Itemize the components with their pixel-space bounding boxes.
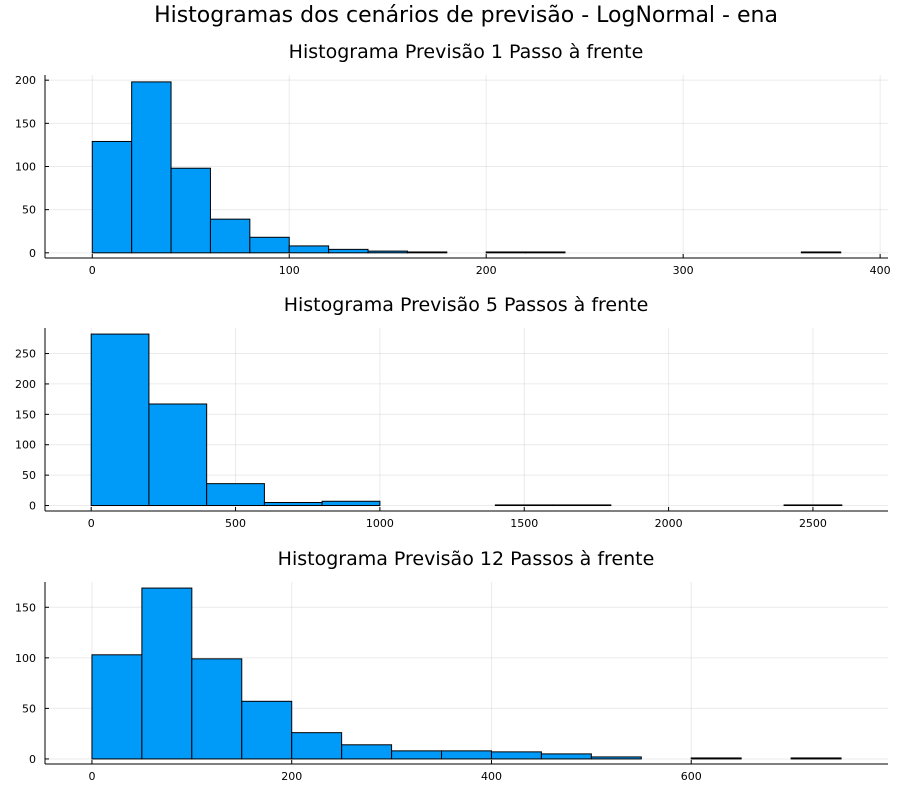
histogram-bar xyxy=(141,587,193,760)
histogram-bar xyxy=(288,245,330,254)
histogram-bar xyxy=(341,744,393,760)
y-tick-label: 0 xyxy=(29,753,36,766)
x-tick-label: 0 xyxy=(89,264,96,277)
x-tick-label: 500 xyxy=(225,517,246,530)
histogram-bar xyxy=(590,756,642,760)
axes xyxy=(44,75,888,259)
y-tick-label: 150 xyxy=(15,408,36,421)
axes xyxy=(44,582,888,765)
y-tick-label: 200 xyxy=(15,74,36,87)
tick-labels: 0 500 1000 1500 2000 2500 0 50 100 150 200 250 xyxy=(15,348,827,530)
histogram-bar xyxy=(525,251,566,254)
y-tick-label: 250 xyxy=(15,348,36,361)
histogram-bar xyxy=(690,757,742,760)
histogram-bar xyxy=(328,248,369,254)
histogram-bar xyxy=(490,751,542,760)
histogram-bars xyxy=(91,81,842,254)
histogram-panel-12-steps: Histograma Previsão 12 Passos à frente 0… xyxy=(15,548,888,783)
y-tick-label: 0 xyxy=(29,500,36,513)
tick-labels: 0 100 200 300 400 0 50 100 150 200 xyxy=(15,74,891,277)
histogram-bar xyxy=(91,654,143,760)
histogram-bar xyxy=(291,732,343,760)
y-tick-label: 200 xyxy=(15,378,36,391)
panel-title-5-steps: Histograma Previsão 5 Passos à frente xyxy=(284,294,649,316)
histogram-panel-5-steps: Histograma Previsão 5 Passos à frente 0 5… xyxy=(15,294,888,530)
histogram-bar xyxy=(170,167,211,254)
x-tick-label: 1500 xyxy=(510,517,538,530)
y-tick-label: 50 xyxy=(22,469,36,482)
histogram-bar xyxy=(131,81,172,254)
histogram-panel-1-step: Histograma Previsão 1 Passo à frente 0 10… xyxy=(15,41,891,277)
x-tick-label: 1000 xyxy=(366,517,394,530)
x-tick-label: 300 xyxy=(673,264,694,277)
x-tick-label: 200 xyxy=(281,770,302,783)
tick-labels: 0 200 400 600 0 50 100 150 xyxy=(15,601,702,783)
x-tick-label: 0 xyxy=(88,770,95,783)
histogram-bars xyxy=(90,333,843,507)
y-tick-label: 150 xyxy=(15,117,36,130)
y-tick-label: 0 xyxy=(29,247,36,260)
x-tick-label: 0 xyxy=(88,517,95,530)
histogram-bars xyxy=(91,587,842,760)
panel-title-1-step: Histograma Previsão 1 Passo à frente xyxy=(289,41,644,63)
histogram-bar xyxy=(263,501,323,507)
y-tick-label: 50 xyxy=(22,204,36,217)
histogram-bar xyxy=(800,251,842,254)
histogram-bar xyxy=(783,504,843,507)
histogram-bar xyxy=(241,700,293,760)
histogram-bar xyxy=(790,757,842,760)
histogram-bar xyxy=(391,750,443,760)
x-tick-label: 400 xyxy=(481,770,502,783)
x-tick-label: 100 xyxy=(279,264,300,277)
histogram-bar xyxy=(552,504,612,507)
histogram-bar xyxy=(249,236,290,254)
histogram-bar xyxy=(321,500,381,507)
x-tick-label: 2000 xyxy=(655,517,683,530)
histogram-bar xyxy=(191,658,243,760)
x-tick-label: 600 xyxy=(681,770,702,783)
histogram-bar xyxy=(485,251,527,254)
y-tick-label: 100 xyxy=(15,439,36,452)
histogram-bar xyxy=(148,403,208,507)
histogram-bar xyxy=(206,483,265,507)
x-tick-label: 400 xyxy=(870,264,891,277)
histogram-bar xyxy=(540,753,592,760)
panel-title-12-steps: Histograma Previsão 12 Passos à frente xyxy=(278,548,655,570)
histogram-bar xyxy=(367,250,408,254)
x-tick-label: 200 xyxy=(476,264,497,277)
y-tick-label: 50 xyxy=(22,702,36,715)
y-tick-label: 150 xyxy=(15,601,36,614)
histogram-bar xyxy=(441,750,492,760)
y-tick-label: 100 xyxy=(15,161,36,174)
histogram-bar xyxy=(90,333,150,507)
histogram-bar xyxy=(494,504,554,507)
histogram-bar xyxy=(406,251,448,254)
histogram-bar xyxy=(209,218,251,254)
y-tick-label: 100 xyxy=(15,652,36,665)
figure-title: Histogramas dos cenários de previsão - L… xyxy=(154,3,778,28)
histogram-bar xyxy=(91,140,133,254)
axes xyxy=(44,328,888,512)
x-tick-label: 2500 xyxy=(799,517,827,530)
